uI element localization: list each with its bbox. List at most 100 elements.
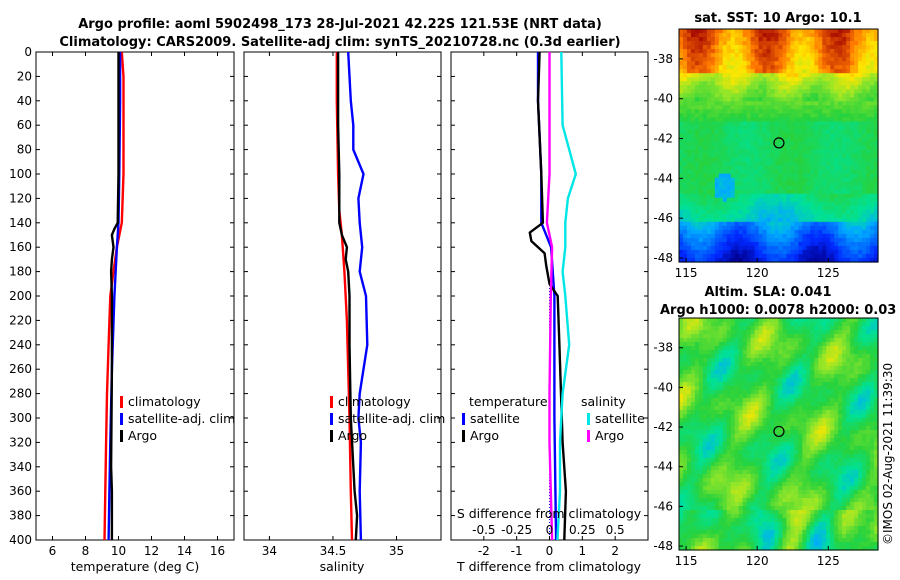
heatmap-cell [750, 69, 756, 74]
heatmap-cell [786, 430, 792, 435]
heatmap-cell [850, 197, 855, 203]
heatmap-cell [746, 390, 752, 395]
heatmap-cell [702, 330, 708, 335]
heatmap-cell [706, 165, 712, 171]
heatmap-cell [738, 362, 744, 367]
heatmap-cell [750, 434, 756, 439]
heatmap-cell [874, 177, 879, 183]
heatmap-cell [726, 205, 732, 211]
heatmap-cell [830, 394, 835, 399]
heatmap-cell [738, 318, 744, 323]
heatmap-cell [806, 77, 811, 82]
heatmap-cell [818, 69, 823, 74]
heatmap-cell [682, 197, 688, 203]
heatmap-cell [746, 394, 752, 399]
heatmap-cell [818, 73, 823, 78]
heatmap-cell [766, 358, 772, 363]
heatmap-cell [802, 342, 807, 347]
heatmap-cell [686, 149, 692, 155]
heatmap-cell [850, 173, 855, 179]
heatmap-cell [846, 346, 851, 351]
heatmap-cell [770, 342, 776, 347]
heatmap-cell [790, 121, 796, 127]
heatmap-cell [782, 241, 788, 247]
heatmap-cell [818, 185, 823, 191]
heatmap-cell [810, 113, 815, 118]
heatmap-cell [806, 81, 811, 86]
heatmap-cell [846, 217, 851, 223]
heatmap-cell [770, 225, 776, 231]
heatmap-cell [722, 394, 728, 399]
heatmap-cell [730, 354, 736, 359]
heatmap-cell [710, 406, 716, 411]
heatmap-cell [798, 241, 803, 247]
heatmap-cell [854, 145, 859, 151]
heatmap-cell [702, 37, 708, 42]
heatmap-cell [679, 350, 684, 355]
heatmap-cell [698, 330, 704, 335]
heatmap-cell [822, 450, 827, 455]
heatmap-cell [694, 358, 700, 363]
heatmap-cell [742, 442, 748, 447]
heatmap-cell [694, 169, 700, 175]
heatmap-cell [682, 462, 688, 467]
heatmap-cell [790, 221, 796, 227]
latitude-tick-label: -48 [653, 251, 673, 265]
heatmap-cell [718, 205, 724, 211]
heatmap-cell [794, 406, 799, 411]
heatmap-cell [830, 65, 835, 70]
heatmap-cell [702, 73, 708, 78]
heatmap-cell [866, 390, 871, 395]
heatmap-cell [706, 434, 712, 439]
heatmap-cell [786, 322, 792, 327]
heatmap-cell [798, 137, 803, 143]
heatmap-cell [746, 185, 752, 191]
heatmap-cell [810, 213, 815, 219]
heatmap-cell [762, 322, 768, 327]
heatmap-cell [866, 322, 871, 327]
heatmap-cell [810, 426, 815, 431]
heatmap-cell [742, 398, 748, 403]
heatmap-cell [706, 410, 712, 415]
heatmap-cell [686, 225, 692, 231]
heatmap-cell [758, 213, 764, 219]
heatmap-cell [694, 253, 700, 259]
heatmap-cell [710, 410, 716, 415]
heatmap-cell [730, 137, 736, 143]
heatmap-cell [858, 137, 863, 143]
heatmap-cell [838, 101, 843, 106]
heatmap-cell [742, 257, 748, 263]
heatmap-cell [698, 133, 704, 139]
heatmap-cell [690, 398, 696, 403]
heatmap-cell [718, 97, 724, 102]
heatmap-cell [790, 438, 796, 443]
heatmap-cell [786, 37, 792, 42]
heatmap-cell [798, 41, 803, 46]
heatmap-cell [858, 442, 863, 447]
heatmap-cell [694, 29, 700, 34]
heatmap-cell [734, 197, 740, 203]
heatmap-cell [746, 77, 752, 82]
heatmap-cell [726, 402, 732, 407]
heatmap-cell [850, 37, 855, 42]
heatmap-cell [798, 97, 803, 102]
heatmap-cell [866, 374, 871, 379]
heatmap-cell [714, 133, 720, 139]
heatmap-cell [834, 137, 839, 143]
heatmap-cell [846, 193, 851, 199]
heatmap-cell [679, 362, 684, 367]
heatmap-cell [730, 85, 736, 90]
heatmap-cell [794, 438, 799, 443]
heatmap-cell [718, 33, 724, 38]
heatmap-cell [782, 237, 788, 243]
heatmap-cell [826, 414, 831, 419]
heatmap-cell [770, 137, 776, 143]
heatmap-cell [746, 65, 752, 70]
heatmap-cell [834, 213, 839, 219]
heatmap-cell [686, 442, 692, 447]
heatmap-cell [782, 217, 788, 223]
heatmap-cell [818, 418, 823, 423]
heatmap-cell [786, 193, 792, 199]
heatmap-cell [798, 318, 803, 323]
heatmap-cell [686, 390, 692, 395]
